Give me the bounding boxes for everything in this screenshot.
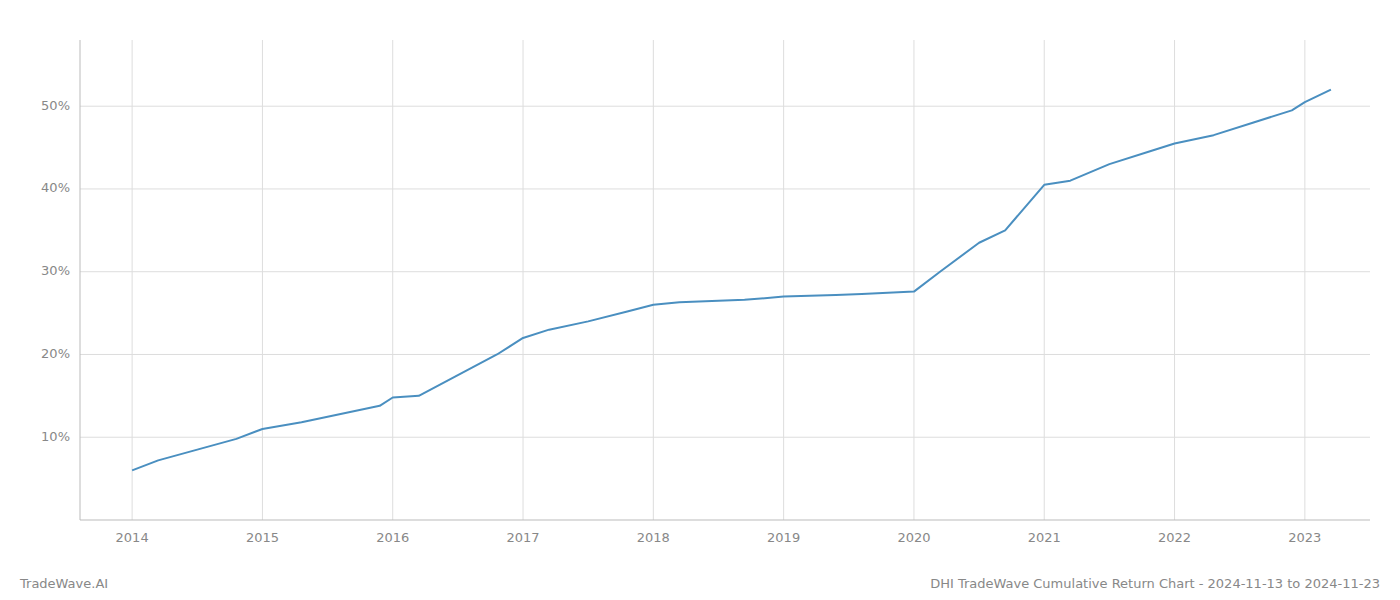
x-grid-line	[653, 40, 654, 520]
x-tick-label: 2020	[897, 530, 930, 545]
x-tick-label: 2014	[116, 530, 149, 545]
y-tick-label: 10%	[41, 429, 70, 444]
x-tick-label: 2019	[767, 530, 800, 545]
y-tick-label: 50%	[41, 98, 70, 113]
x-grid-line	[392, 40, 393, 520]
watermark: TradeWave.AI	[19, 576, 108, 591]
y-tick-label: 40%	[41, 180, 70, 195]
background	[0, 0, 1400, 600]
grid	[80, 40, 1370, 520]
x-grid-line	[132, 40, 133, 520]
y-grid-line	[80, 354, 1370, 355]
axes: 10% 20% 30% 40% 50% 2014 2015 2016 2017 2018 2019 2…	[41, 40, 1370, 545]
x-grid-line	[913, 40, 914, 520]
x-tick-label: 2015	[246, 530, 279, 545]
plot-area	[132, 90, 1331, 471]
y-grid-line	[80, 106, 1370, 107]
y-axis-line	[80, 40, 81, 520]
x-tick-label: 2021	[1028, 530, 1061, 545]
y-grid-line	[80, 188, 1370, 189]
x-grid-line	[1044, 40, 1045, 520]
x-tick-label: 2018	[637, 530, 670, 545]
x-grid-line	[783, 40, 784, 520]
y-grid-line	[80, 271, 1370, 272]
x-axis-line	[80, 520, 1370, 521]
y-grid-line	[80, 437, 1370, 438]
y-tick-label: 20%	[41, 346, 70, 361]
x-grid-line	[523, 40, 524, 520]
y-tick-label: 30%	[41, 263, 70, 278]
x-tick-label: 2023	[1288, 530, 1321, 545]
x-tick-label: 2016	[376, 530, 409, 545]
x-grid-line	[1174, 40, 1175, 520]
title: DHI TradeWave Cumulative Return Chart - …	[930, 576, 1380, 591]
x-grid-line	[1304, 40, 1305, 520]
chart: 10% 20% 30% 40% 50% 2014 2015 2016 2017 2018 2019 2…	[0, 0, 1400, 600]
x-grid-line	[262, 40, 263, 520]
x-tick-label: 2017	[506, 530, 539, 545]
line	[132, 90, 1331, 471]
x-tick-label: 2022	[1158, 530, 1191, 545]
